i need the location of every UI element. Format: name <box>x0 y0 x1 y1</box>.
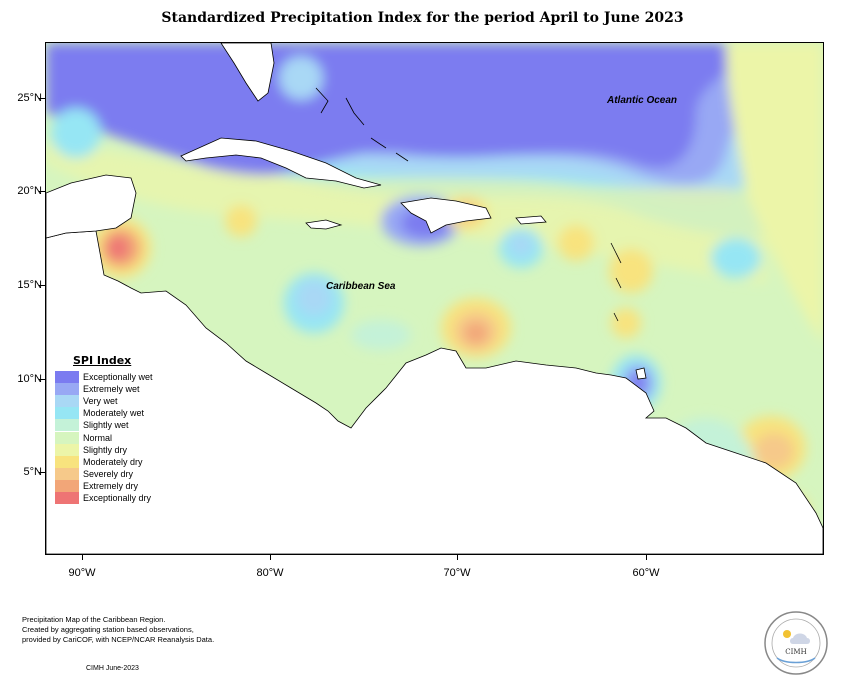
credit-date: CIMH June-2023 <box>86 665 139 672</box>
lat-tick-10 <box>39 379 45 380</box>
legend-title: SPI Index <box>73 354 132 367</box>
credit-line: Created by aggregating station based obs… <box>22 625 194 634</box>
legend-swatch <box>55 479 79 492</box>
lat-label-20: 20°N <box>17 185 42 197</box>
cloud-icon <box>790 633 810 644</box>
land-masses <box>46 43 823 554</box>
legend-swatch <box>55 419 79 432</box>
legend-item: Moderately dry <box>55 455 195 468</box>
legend-label: Slightly dry <box>83 444 128 455</box>
caribbean-sea-label: Caribbean Sea <box>326 281 396 292</box>
lon-label-80: 80°W <box>256 567 284 579</box>
legend-label: Very wet <box>83 396 118 407</box>
legend-swatch <box>55 443 79 456</box>
sun-icon <box>783 630 791 638</box>
lat-tick-20 <box>39 191 45 192</box>
small-islands <box>315 87 622 322</box>
lon-tick-80 <box>270 554 271 560</box>
atlantic-ocean-label: Atlantic Ocean <box>607 95 678 106</box>
legend-label: Slightly wet <box>83 420 129 431</box>
legend-label: Exceptionally wet <box>83 372 153 383</box>
legend-item: Extremely wet <box>55 383 195 396</box>
legend-swatch <box>55 383 79 396</box>
legend-item: Exceptionally wet <box>55 371 195 384</box>
credit-line: Precipitation Map of the Caribbean Regio… <box>22 615 166 624</box>
lon-label-90: 90°W <box>68 567 96 579</box>
legend-rows: Exceptionally wet Extremely wet Very wet Mo… <box>55 371 195 504</box>
legend-item: Severely dry <box>55 467 195 480</box>
lat-label-5: 5°N <box>23 466 42 478</box>
legend-label: Exceptionally dry <box>83 492 152 503</box>
legend-item: Slightly dry <box>55 443 195 456</box>
legend-label: Extremely dry <box>83 480 139 491</box>
legend-item: Moderately wet <box>55 407 195 420</box>
legend-item: Normal <box>55 431 195 444</box>
legend-swatch <box>55 491 79 504</box>
lat-label-15: 15°N <box>17 279 42 291</box>
map-title: Standardized Precipitation Index for the… <box>161 10 684 26</box>
logo-text: CIMH <box>785 648 806 656</box>
legend-swatch <box>55 431 79 444</box>
legend-swatch <box>55 371 79 384</box>
lon-tick-60 <box>646 554 647 560</box>
credits: Precipitation Map of the Caribbean Regio… <box>22 615 214 645</box>
lon-tick-90 <box>82 554 83 560</box>
legend-swatch <box>55 395 79 408</box>
lat-tick-25 <box>39 98 45 99</box>
lon-tick-70 <box>457 554 458 560</box>
legend-swatch <box>55 455 79 468</box>
legend-label: Extremely wet <box>83 384 140 395</box>
legend-label: Normal <box>83 432 113 443</box>
legend-label: Moderately dry <box>83 456 143 467</box>
lon-label-60: 60°W <box>632 567 660 579</box>
legend-swatch <box>55 467 79 480</box>
cimh-logo: CIMH <box>764 611 828 675</box>
map-frame: Atlantic Ocean Caribbean Sea <box>45 42 824 555</box>
water-icon <box>776 657 816 664</box>
legend-label: Moderately wet <box>83 408 145 419</box>
lat-label-25: 25°N <box>17 92 42 104</box>
legend-item: Very wet <box>55 395 195 408</box>
credit-line: provided by CariCOF, with NCEP/NCAR Rean… <box>22 635 215 644</box>
legend-label: Severely dry <box>83 468 134 479</box>
lat-tick-5 <box>39 472 45 473</box>
legend-swatch <box>55 407 79 420</box>
legend-item: Slightly wet <box>55 419 195 432</box>
spi-legend: SPI Index Exceptionally wet Extremely wet… <box>55 354 195 504</box>
spi-map <box>46 43 823 554</box>
legend-item: Exceptionally dry <box>55 491 195 504</box>
legend-item: Extremely dry <box>55 479 195 492</box>
lat-label-10: 10°N <box>17 373 42 385</box>
lat-tick-15 <box>39 285 45 286</box>
lon-label-70: 70°W <box>443 567 471 579</box>
